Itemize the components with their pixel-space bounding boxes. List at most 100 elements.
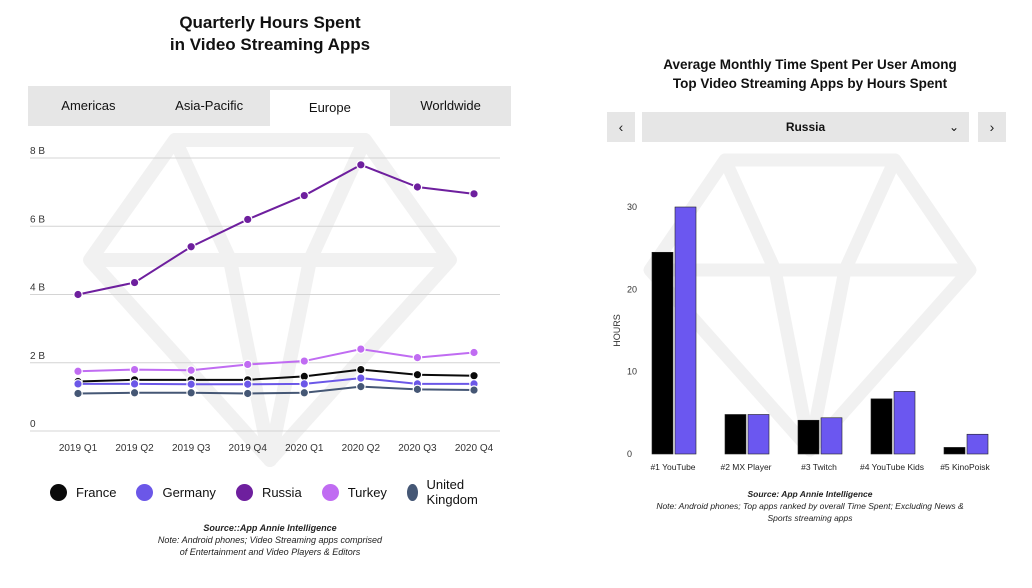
left-source-note: Source::App Annie Intelligence Note: And… [90,522,450,558]
bar-2-mx-player-1 [724,414,747,455]
legend-label-turkey: Turkey [347,484,387,500]
right-title-line1: Average Monthly Time Spent Per User Amon… [663,57,957,72]
bar-5-kinopoisk-1 [943,447,966,455]
bar-1-youtube-2 [674,206,697,455]
chevron-down-icon: ⌄ [948,120,959,134]
y-tick-label: 20 [627,284,637,294]
legend-swatch-russia [235,483,253,501]
series-line-turkey [77,348,475,373]
x-tick-label: 2019 Q4 [229,443,268,454]
data-point-turkey [469,347,479,358]
data-point-turkey [186,365,196,376]
data-point-russia [242,214,253,225]
data-point-russia [186,241,196,252]
legend-swatch-germany [136,483,154,501]
legend-label-germany: Germany [162,484,216,500]
data-point-turkey [412,352,423,363]
legend-label-united-kingdom: United Kingdom [426,477,478,507]
data-point-russia [299,190,310,201]
data-point-france [412,369,423,380]
y-tick-label: 0 [30,419,36,430]
data-point-germany [356,373,366,383]
country-select-value: Russia [785,120,826,134]
left-title-line2: in Video Streaming Apps [169,35,371,54]
legend-swatch-united-kingdom [406,483,418,501]
tab-worldwide[interactable]: Worldwide [420,98,481,113]
legend-item-russia[interactable]: Russia [235,483,302,501]
x-tick-label: 2020 Q4 [455,443,494,454]
left-source: Source::App Annie Intelligence [203,523,337,533]
data-point-russia [73,289,83,300]
country-select[interactable]: Russia ⌄ [642,112,969,142]
data-point-united-kingdom [356,381,366,392]
y-tick-label: 30 [627,202,637,212]
x-tick-label: #4 YouTube Kids [860,462,924,472]
right-chart-title: Average Monthly Time Spent Per User Amon… [600,55,1020,93]
prev-country-button[interactable]: ‹ [607,112,635,142]
data-point-united-kingdom [412,384,423,395]
x-tick-label: 2020 Q2 [342,443,381,454]
data-point-france [469,370,479,381]
right-title-line2: Top Video Streaming Apps by Hours Spent [672,76,948,91]
data-point-turkey [242,359,253,370]
series-united-kingdom [73,381,479,399]
bar-chart: 0 10 20 30 HOURS #1 YouTube #2 MX Player #3 Twi… [612,202,991,472]
tab-europe[interactable]: Europe [269,90,391,126]
bar-2-mx-player-2 [747,414,770,455]
legend-label-russia: Russia [261,484,302,500]
x-tick-label: #1 YouTube [650,462,695,472]
legend-label-france: France [76,484,117,500]
y-tick-label: 10 [627,367,637,377]
legend-item-united-kingdom[interactable]: United Kingdom [406,477,484,507]
x-tick-label: 2019 Q3 [172,443,211,454]
y-tick-label: 6 B [30,214,45,225]
x-tick-label: #5 KinoPoisk [940,462,990,472]
legend-swatch-turkey [321,483,339,501]
y-tick-label: 2 B [30,351,45,362]
y-tick-label: 4 B [30,283,45,294]
x-tick-label: 2020 Q1 [285,443,324,454]
legend-item-germany[interactable]: Germany [136,483,216,501]
region-tabs: Americas Asia-Pacific Europe Worldwide [28,86,511,126]
data-point-germany [242,379,253,390]
chevron-left-icon: ‹ [618,119,624,135]
bar-5-kinopoisk-2 [966,433,989,455]
data-point-turkey [356,344,366,354]
legend-item-france[interactable]: France [50,483,117,501]
bar-3-twitch-2 [820,417,843,455]
next-country-button[interactable]: › [978,112,1006,142]
bar-1-youtube-1 [651,251,674,455]
tab-asia-pacific[interactable]: Asia-Pacific [175,98,244,113]
line-chart: 0 2 B 4 B 6 B 8 B 2019 Q1 2019 Q2 2019 Q3 2019 Q… [30,146,500,454]
data-point-france [356,364,366,375]
y-axis-label: HOURS [612,314,622,347]
right-source-note: Source: App Annie Intelligence Note: And… [630,488,990,524]
data-point-russia [356,160,366,170]
data-point-united-kingdom [242,388,253,399]
right-source: Source: App Annie Intelligence [747,489,873,499]
data-point-united-kingdom [299,387,310,398]
data-point-russia [129,277,140,288]
series-germany [73,373,479,390]
data-point-turkey [129,364,140,375]
series-line-france [77,368,475,383]
series-russia [73,160,479,300]
right-note-line2: Sports streaming apps [767,513,853,523]
bar-3-twitch-1 [797,419,820,455]
series-line-united-kingdom [77,385,475,395]
legend-item-turkey[interactable]: Turkey [321,483,387,501]
tab-americas[interactable]: Americas [61,98,116,113]
series-line-germany [78,377,474,386]
y-tick-label: 8 B [30,146,45,157]
data-point-germany [186,379,196,390]
data-point-turkey [299,356,310,366]
watermark-left [83,133,457,467]
bar-4-youtube-kids-1 [870,398,893,455]
right-note-line1: Note: Android phones; Top apps ranked by… [656,501,964,511]
y-tick-label: 0 [627,449,632,459]
legend-swatch-france [50,483,67,501]
left-title-line1: Quarterly Hours Spent [179,13,361,32]
series-turkey [73,344,479,377]
left-chart-title: Quarterly Hours Spent in Video Streaming… [60,12,480,56]
chevron-right-icon: › [989,119,995,135]
